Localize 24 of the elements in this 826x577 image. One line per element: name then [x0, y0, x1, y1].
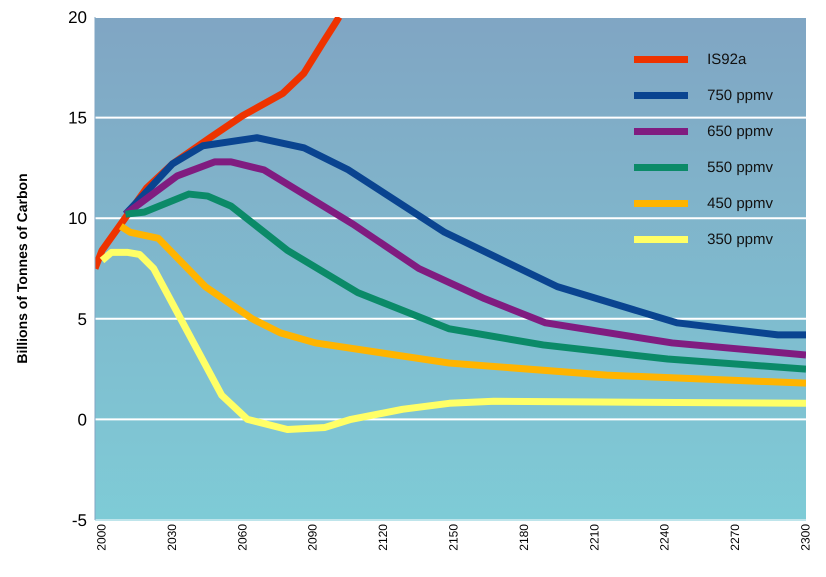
x-tick-label: 2060	[235, 524, 250, 551]
y-axis-title: Billions of Tonnes of Carbon	[14, 173, 30, 364]
x-tick-label: 2090	[306, 524, 320, 551]
legend-label: 750 ppmv	[707, 86, 773, 104]
y-tick-label: 20	[68, 8, 87, 28]
x-tick-label: 2210	[587, 524, 602, 551]
legend-label: 650 ppmv	[707, 122, 773, 140]
x-tick-label: 2120	[376, 524, 390, 551]
legend-label: IS92a	[707, 50, 746, 68]
x-tick-label: 2240	[658, 524, 672, 551]
y-tick-label: 0	[78, 410, 87, 430]
legend-label: 550 ppmv	[707, 158, 773, 176]
x-tick-label: 2000	[94, 524, 109, 551]
y-tick-label: -5	[72, 511, 87, 530]
legend-label: 350 ppmv	[707, 230, 773, 248]
x-tick-label: 2270	[728, 524, 742, 551]
x-tick-label: 2030	[164, 524, 179, 551]
y-tick-label: 10	[68, 209, 87, 228]
y-tick-label: 15	[68, 108, 87, 128]
y-tick-label: 5	[78, 310, 87, 329]
x-tick-label: 2300	[798, 524, 813, 551]
x-tick-label: 2150	[446, 524, 461, 551]
legend-label: 450 ppmv	[707, 194, 773, 212]
x-tick-label: 2180	[516, 524, 531, 551]
